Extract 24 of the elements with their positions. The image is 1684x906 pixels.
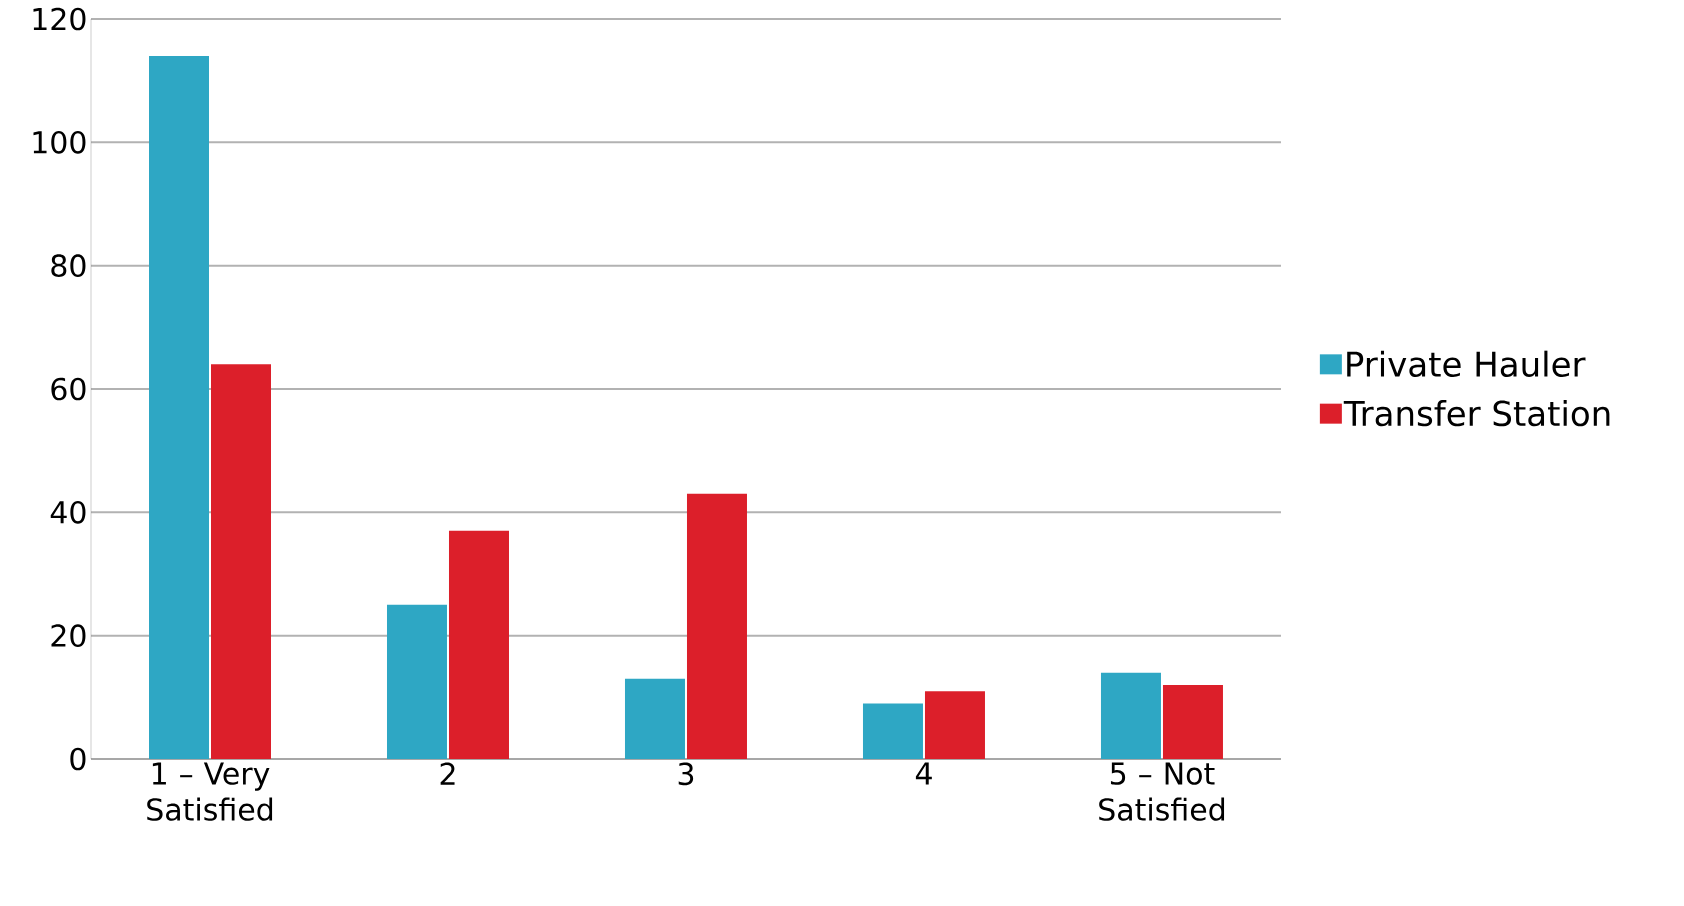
legend-label: Private Hauler	[1347, 350, 1586, 377]
y-tick-label: 20	[51, 624, 86, 648]
bar	[149, 56, 209, 759]
bar	[448, 530, 509, 759]
bar	[1162, 685, 1223, 759]
bar	[211, 364, 271, 759]
bar	[862, 703, 923, 759]
bar	[624, 678, 685, 759]
y-tick-label: 0	[70, 747, 86, 771]
x-tick-label: 2	[440, 762, 455, 785]
y-tick-label: 80	[51, 254, 86, 278]
x-tick-label: 1 – Very Satisfied	[147, 762, 273, 821]
y-tick-label: 100	[33, 130, 86, 154]
bar	[386, 604, 447, 759]
y-tick-label: 60	[51, 377, 86, 401]
x-tick-label: 4	[915, 762, 932, 785]
x-tick-label: 5 – Not Satisfied	[1099, 762, 1225, 821]
bar	[924, 691, 985, 759]
bar	[1100, 672, 1161, 759]
y-tick-label: 40	[50, 500, 86, 524]
y-tick-label: 120	[33, 7, 86, 31]
bar	[686, 493, 747, 759]
legend-label: Transfer Station	[1343, 400, 1610, 427]
x-tick-label: 3	[678, 762, 694, 786]
